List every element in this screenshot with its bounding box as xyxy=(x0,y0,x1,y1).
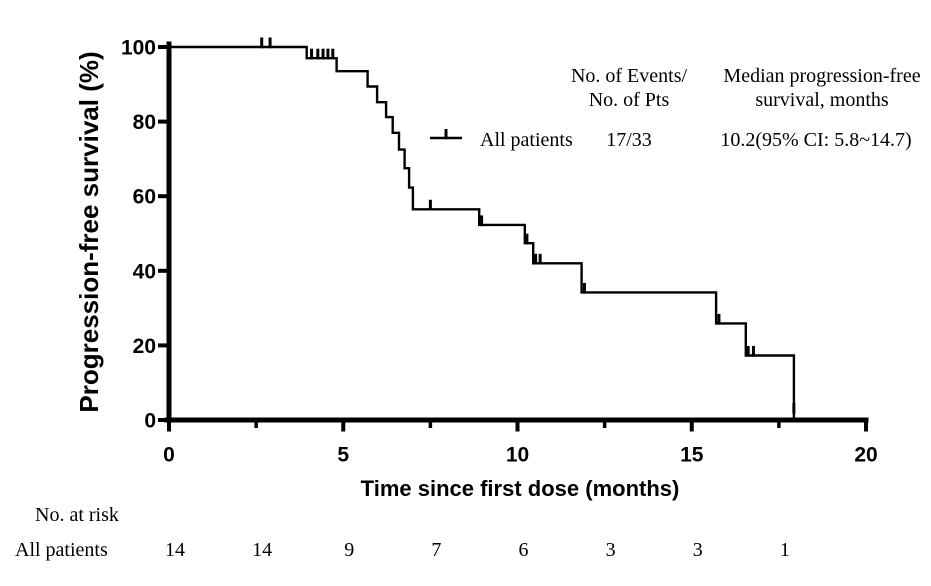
km-curve-group xyxy=(169,37,796,420)
y-axis-ticks: 0 20 40 60 80 100 xyxy=(121,37,169,433)
legend-median-value: 10.2(95% CI: 5.8~14.7) xyxy=(720,129,911,151)
risk-count: 1 xyxy=(780,539,790,561)
legend-events-value: 17/33 xyxy=(606,129,652,151)
legend: All patients 17/33 10.2(95% CI: 5.8~14.7… xyxy=(430,129,912,151)
risk-count: 14 xyxy=(252,539,272,561)
y-axis-title: Progression-free survival (%) xyxy=(74,51,104,412)
y-tick-label: 60 xyxy=(133,186,156,209)
km-censor-symbol-icon xyxy=(430,129,462,140)
y-tick-label: 20 xyxy=(133,335,156,358)
risk-row-label: All patients xyxy=(15,539,108,561)
events-header-line1: No. of Events/ xyxy=(571,65,688,87)
x-axis-ticks: 0 5 10 15 20 xyxy=(163,420,878,467)
risk-count: 14 xyxy=(165,539,185,561)
risk-count: 3 xyxy=(606,539,616,561)
risk-count: 9 xyxy=(344,539,354,561)
x-tick-label: 10 xyxy=(506,444,529,467)
x-tick-label: 0 xyxy=(163,444,175,467)
events-column-header: No. of Events/ No. of Pts xyxy=(571,65,688,111)
risk-table-title: No. at risk xyxy=(35,504,119,526)
risk-count: 3 xyxy=(693,539,703,561)
x-tick-label: 5 xyxy=(337,444,349,467)
x-tick-label: 20 xyxy=(854,444,877,467)
y-tick-label: 0 xyxy=(144,410,156,433)
y-tick-label: 80 xyxy=(133,111,156,134)
median-header-line2: survival, months xyxy=(755,89,889,111)
median-column-header: Median progression-free survival, months xyxy=(723,65,920,111)
risk-count: 6 xyxy=(519,539,529,561)
risk-table-values: 14 14 9 7 6 3 3 1 xyxy=(165,539,790,561)
km-step-curve xyxy=(169,45,796,420)
risk-count: 7 xyxy=(431,539,441,561)
risk-table: No. at risk All patients xyxy=(15,504,119,561)
y-tick-label: 100 xyxy=(121,37,156,60)
legend-series-label: All patients xyxy=(480,129,573,151)
median-header-line1: Median progression-free xyxy=(723,65,920,87)
events-header-line2: No. of Pts xyxy=(589,89,670,111)
x-tick-label: 15 xyxy=(680,444,704,467)
x-axis-title: Time since first dose (months) xyxy=(361,476,680,501)
y-tick-label: 40 xyxy=(133,260,156,283)
